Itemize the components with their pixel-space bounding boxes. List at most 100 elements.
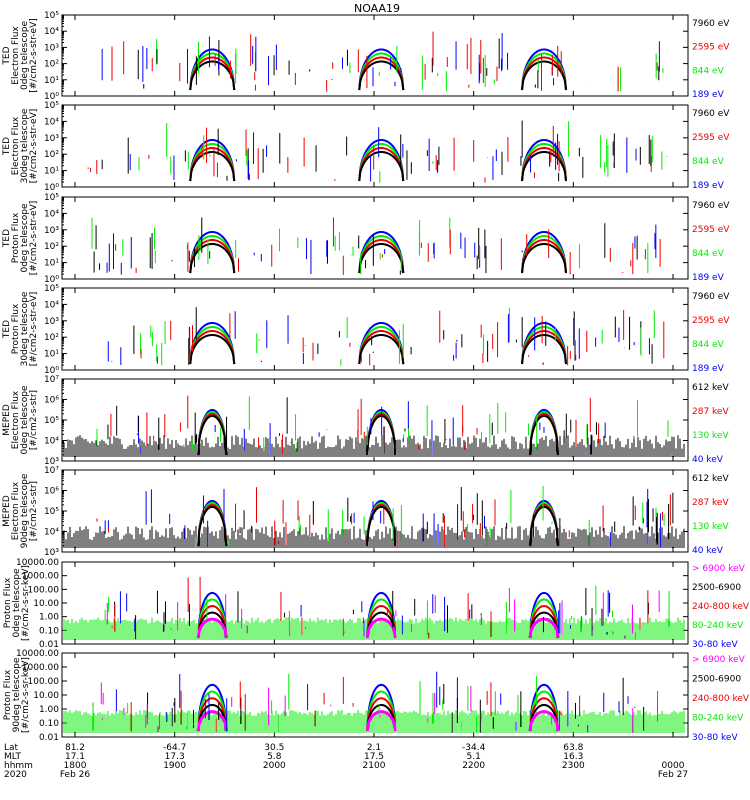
series-arch (529, 611, 560, 639)
legend-entry: 2500-6900 (692, 675, 741, 685)
series-arch (358, 325, 405, 365)
y-axis-label-line: [#/cm2-s-sr-keV] (21, 657, 31, 733)
legend-entry: 844 eV (692, 157, 725, 167)
time-axis-mlt-label: 5.1 (467, 752, 481, 762)
series-arch (366, 501, 397, 547)
series-arch (358, 238, 405, 274)
legend-entry: 240-800 keV (692, 694, 750, 704)
y-axis-label-line: Electron Flux (11, 481, 21, 540)
y-tick-label: 10⁵ (44, 11, 59, 21)
y-tick-label: 10⁴ (44, 300, 59, 310)
y-tick-label: 10³ (44, 317, 59, 327)
series-arch (189, 142, 236, 182)
legend-entry: 80-240 keV (692, 714, 744, 724)
y-axis-label-line: [#/cm2-s-str-eV] (29, 18, 39, 93)
legend-entry: 30-80 keV (692, 640, 738, 650)
series-arch (197, 605, 228, 639)
y-tick-label: 1000.00 (22, 663, 59, 673)
legend-entry: 2500-6900 (692, 583, 741, 593)
legend-entry: 287 keV (692, 407, 729, 417)
y-tick-label: 10⁰ (44, 183, 59, 193)
y-axis-label-line: Proton Flux (11, 303, 21, 354)
y-tick-label: 10.00 (33, 691, 59, 701)
y-axis-label-line: Proton Flux (3, 669, 13, 720)
y-tick-label: 10.00 (33, 599, 59, 609)
data-traces (107, 307, 665, 366)
series-arch (366, 690, 397, 732)
series-arch (521, 333, 568, 365)
y-tick-label: 10⁴ (44, 528, 59, 538)
series-arch (529, 683, 560, 732)
y-tick-label: 10⁵ (44, 193, 59, 203)
y-tick-label: 0.01 (39, 733, 59, 743)
y-axis-label-line: Electron Flux (11, 26, 21, 85)
panel-6: 10³ 10⁴ 10⁵ 10⁶ 10⁷ MEPED Electron Flux 90deg t… (2, 466, 729, 558)
legend-entry: 189 eV (692, 364, 725, 374)
y-axis-label-line: TED (2, 46, 12, 65)
y-tick-label: 10² (44, 333, 59, 343)
series-arch (521, 56, 568, 91)
legend-entry: 130 keV (692, 431, 729, 441)
y-axis-label-line: Electron Flux (11, 116, 21, 175)
y-axis-label-line: [#/cm2-s-str] (29, 481, 39, 541)
series-arch (521, 242, 568, 274)
y-axis-label-line: [#/cm2-s-str-eV] (29, 201, 39, 276)
time-axis-date-label: Feb 27 (658, 770, 688, 780)
time-axis-row-label: 2020 (4, 770, 27, 780)
series-arch (189, 56, 236, 91)
series-arch (189, 52, 236, 91)
legend-entry: 612 keV (692, 383, 729, 393)
y-tick-label: 10⁵ (44, 507, 59, 517)
series-arch (196, 710, 228, 732)
y-tick-label: 10² (44, 150, 59, 160)
series-arch (529, 697, 560, 732)
y-tick-label: 10⁶ (44, 396, 59, 406)
time-axis-hhmm-label: 2000 (263, 761, 286, 771)
y-tick-label: 10³ (44, 548, 59, 558)
series-arch (366, 697, 397, 732)
time-axis-row-label: Lat (4, 743, 19, 753)
series-arch (366, 703, 397, 732)
series-arch (366, 598, 397, 639)
time-axis-hhmm-label: 2200 (462, 761, 485, 771)
time-axis-hhmm-label: 2300 (562, 761, 585, 771)
series-arch (197, 703, 228, 732)
y-tick-label: 100.00 (28, 677, 60, 687)
figure-title: NOAA19 (354, 2, 400, 15)
series-arch (521, 329, 568, 365)
y-axis-label-line: TED (2, 229, 12, 248)
data-traces (63, 485, 685, 548)
series-arch (196, 617, 228, 639)
time-axis-hhmm-label: 1900 (163, 761, 186, 771)
y-axis-label-line: 0deg telescope (20, 203, 30, 273)
legend-entry: > 6900 keV (692, 564, 746, 574)
panel-3: 10⁰ 10¹ 10² 10³ 10⁴ 10⁵ TED Proton Flux 0deg tel… (2, 193, 730, 285)
series-arch (358, 329, 405, 365)
y-axis-label-line: MEPED (2, 495, 12, 527)
legend-entry: 40 keV (692, 455, 724, 465)
time-axis-lat-label: 63.8 (563, 743, 583, 753)
legend-entry: 844 eV (692, 66, 725, 76)
series-arch (197, 414, 228, 456)
y-tick-label: 10⁴ (44, 27, 59, 37)
series-arch (197, 598, 228, 639)
time-axis-mlt-label: 17.1 (65, 752, 85, 762)
y-axis-label-line: TED (2, 320, 12, 339)
y-tick-label: 10⁴ (44, 437, 59, 447)
time-axis-lat-label: -64.7 (163, 743, 186, 753)
y-axis-label-line: 0deg telescope (20, 21, 30, 91)
panel-2: 10⁰ 10¹ 10² 10³ 10⁴ 10⁵ TED Electron Flux 30deg … (2, 101, 730, 193)
series-arch (358, 146, 405, 182)
time-axis-row-label: hhmm (4, 761, 33, 771)
y-axis-label-line: Proton Flux (3, 577, 13, 628)
legend-entry: 612 keV (692, 474, 729, 484)
series-arch (197, 697, 228, 732)
y-tick-label: 10⁰ (44, 92, 59, 102)
y-tick-label: 10⁷ (44, 375, 59, 385)
series-arch (521, 48, 568, 91)
data-traces (91, 217, 661, 275)
legend-entry: 844 eV (692, 340, 725, 350)
y-tick-label: 0.10 (39, 626, 59, 636)
series-arch (366, 505, 397, 547)
legend-entry: 40 keV (692, 546, 724, 556)
